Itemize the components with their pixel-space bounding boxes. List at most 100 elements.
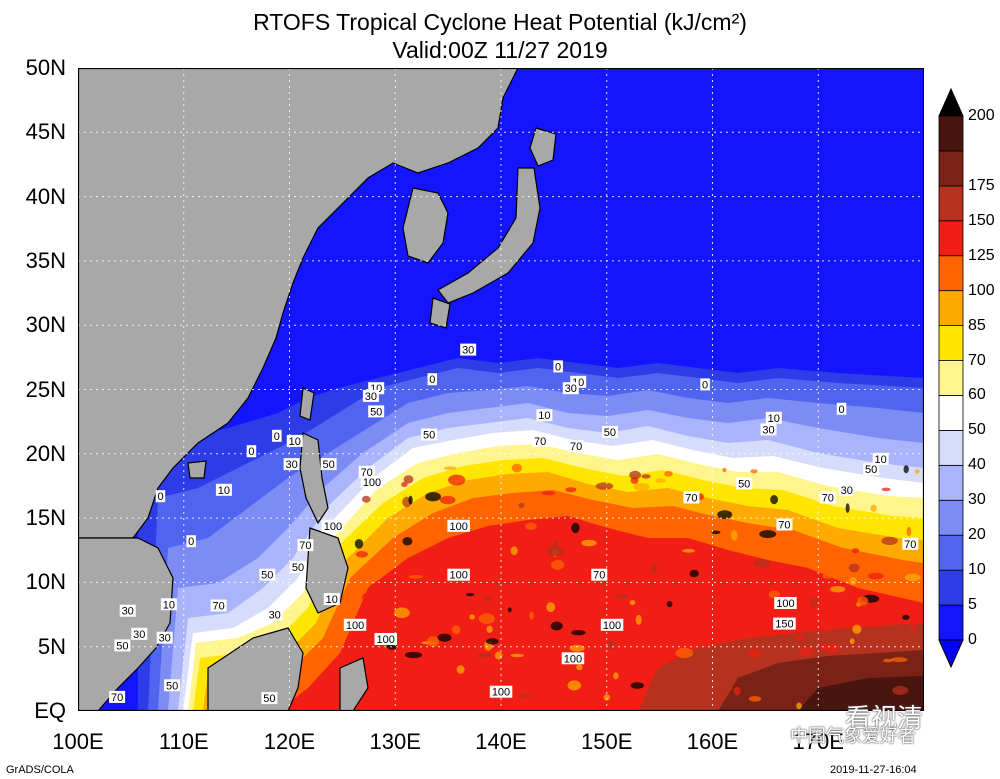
tchp-speckle xyxy=(881,487,891,492)
contour-label: 10 xyxy=(872,452,889,466)
contour-label-text: 30 xyxy=(841,485,853,497)
land-borneo xyxy=(207,627,304,711)
latitude-tick-label: 20N xyxy=(25,440,66,466)
tchp-speckle xyxy=(851,548,860,554)
contour-label: 50 xyxy=(261,692,278,705)
contour-label: 0 xyxy=(186,535,196,548)
tchp-speckle xyxy=(401,481,408,488)
colorbar-top-arrow xyxy=(938,88,964,117)
colorbar-bottom-arrow xyxy=(938,639,964,668)
contour-label-text: 10 xyxy=(163,599,175,611)
colorbar-segment xyxy=(938,220,964,257)
contour-label-box xyxy=(591,568,608,581)
contour-label: 100 xyxy=(321,519,345,533)
tchp-speckle xyxy=(440,495,456,505)
contour-label-box xyxy=(683,491,700,504)
longitude-tick-label: 140E xyxy=(475,729,527,754)
contour-label-box xyxy=(321,519,345,532)
contour-label-text: 50 xyxy=(263,693,275,705)
longitude-tick-label: 110E xyxy=(158,729,209,754)
contour-label-box xyxy=(760,423,777,436)
contour-label-box xyxy=(447,519,470,532)
tchp-speckle xyxy=(465,593,475,597)
contour-label: 70 xyxy=(902,537,919,551)
land-hokkaido xyxy=(529,127,557,167)
contour-label-text: 100 xyxy=(450,570,468,582)
tchp-speckle xyxy=(483,665,490,669)
tchp-speckle xyxy=(469,614,475,620)
contour-label: 50 xyxy=(164,679,181,692)
contour-label: 70 xyxy=(532,434,549,448)
tchp-speckle xyxy=(546,546,564,556)
latitude-tick-label: 25N xyxy=(25,376,66,402)
tchp-speckle xyxy=(595,482,614,490)
tchp-speckle xyxy=(733,686,741,696)
footer-software-credit: GrADS/COLA xyxy=(6,764,74,776)
contour-label-text: 50 xyxy=(261,570,273,582)
contour-label: 0 xyxy=(272,429,282,443)
tchp-speckle xyxy=(867,572,884,580)
land-hainan xyxy=(187,460,207,479)
tchp-speckle xyxy=(906,526,912,537)
contour-label: 70 xyxy=(819,491,836,505)
contour-label-box xyxy=(119,604,136,617)
contour-label: 10 xyxy=(215,483,232,497)
contour-label: 100 xyxy=(561,652,585,665)
colorbar-segment xyxy=(938,429,964,466)
contour-label-box xyxy=(259,568,276,581)
contour-label-text: 70 xyxy=(593,570,605,582)
contour-label-text: 10 xyxy=(538,410,550,422)
tchp-speckle xyxy=(511,463,523,473)
contour-label-box xyxy=(489,685,513,698)
tchp-speckle xyxy=(541,490,556,496)
contour-label-text: 100 xyxy=(450,521,468,533)
latitude-tick-label: 40N xyxy=(25,183,66,209)
contour-label: 70 xyxy=(297,539,314,552)
contour-label-text: 50 xyxy=(166,680,178,692)
tchp-speckle xyxy=(753,558,770,568)
colorbar-label: 10 xyxy=(968,561,986,579)
contour-label: 30 xyxy=(283,458,300,471)
contour-label-box xyxy=(160,598,177,611)
colorbar-label: 70 xyxy=(968,351,986,369)
contour-label: 10 xyxy=(765,411,782,425)
contour-label-box xyxy=(838,483,855,496)
contour-label: 30 xyxy=(362,389,379,403)
tchp-speckle xyxy=(731,530,738,541)
longitude-tick-label: 170E xyxy=(792,729,844,754)
contour-label: 50 xyxy=(421,428,438,442)
land-asia-mainland xyxy=(78,68,519,539)
contour-label-box xyxy=(536,409,553,422)
colorbar-segment xyxy=(938,569,964,606)
contour-label-box xyxy=(427,373,437,386)
tchp-speckle xyxy=(529,611,534,620)
tchp-speckle xyxy=(747,649,762,658)
colorbar-segment xyxy=(938,464,964,501)
tchp-speckle xyxy=(759,530,777,539)
tchp-speckle xyxy=(849,638,855,645)
tchp-speckle xyxy=(717,510,733,519)
tchp-speckle xyxy=(355,551,368,558)
contour-label-box xyxy=(320,458,337,471)
tchp-speckle xyxy=(425,492,441,502)
tchp-speckle xyxy=(791,566,806,576)
contour-label-box xyxy=(186,535,196,548)
contour-label-text: 30 xyxy=(365,391,377,403)
contour-label-box xyxy=(776,518,793,531)
map-title: RTOFS Tropical Cyclone Heat Potential (k… xyxy=(253,9,747,35)
contour-label-text: 50 xyxy=(423,430,435,442)
colorbar-segment xyxy=(938,150,964,187)
latitude-tick-label: 15N xyxy=(25,505,66,531)
tchp-speckle xyxy=(486,625,493,633)
contour-label-text: 70 xyxy=(778,520,790,532)
tchp-speckle xyxy=(904,573,921,582)
tchp-speckle xyxy=(675,647,694,659)
contour-label-box xyxy=(164,679,181,692)
contour-label: 0 xyxy=(836,402,847,416)
contour-label: 100 xyxy=(447,568,470,582)
tchp-speckle xyxy=(629,470,641,480)
contour-label-box xyxy=(109,690,126,703)
contour-label-box xyxy=(600,618,624,631)
contour-label: 70 xyxy=(358,465,375,479)
tchp-speckle xyxy=(477,652,491,658)
